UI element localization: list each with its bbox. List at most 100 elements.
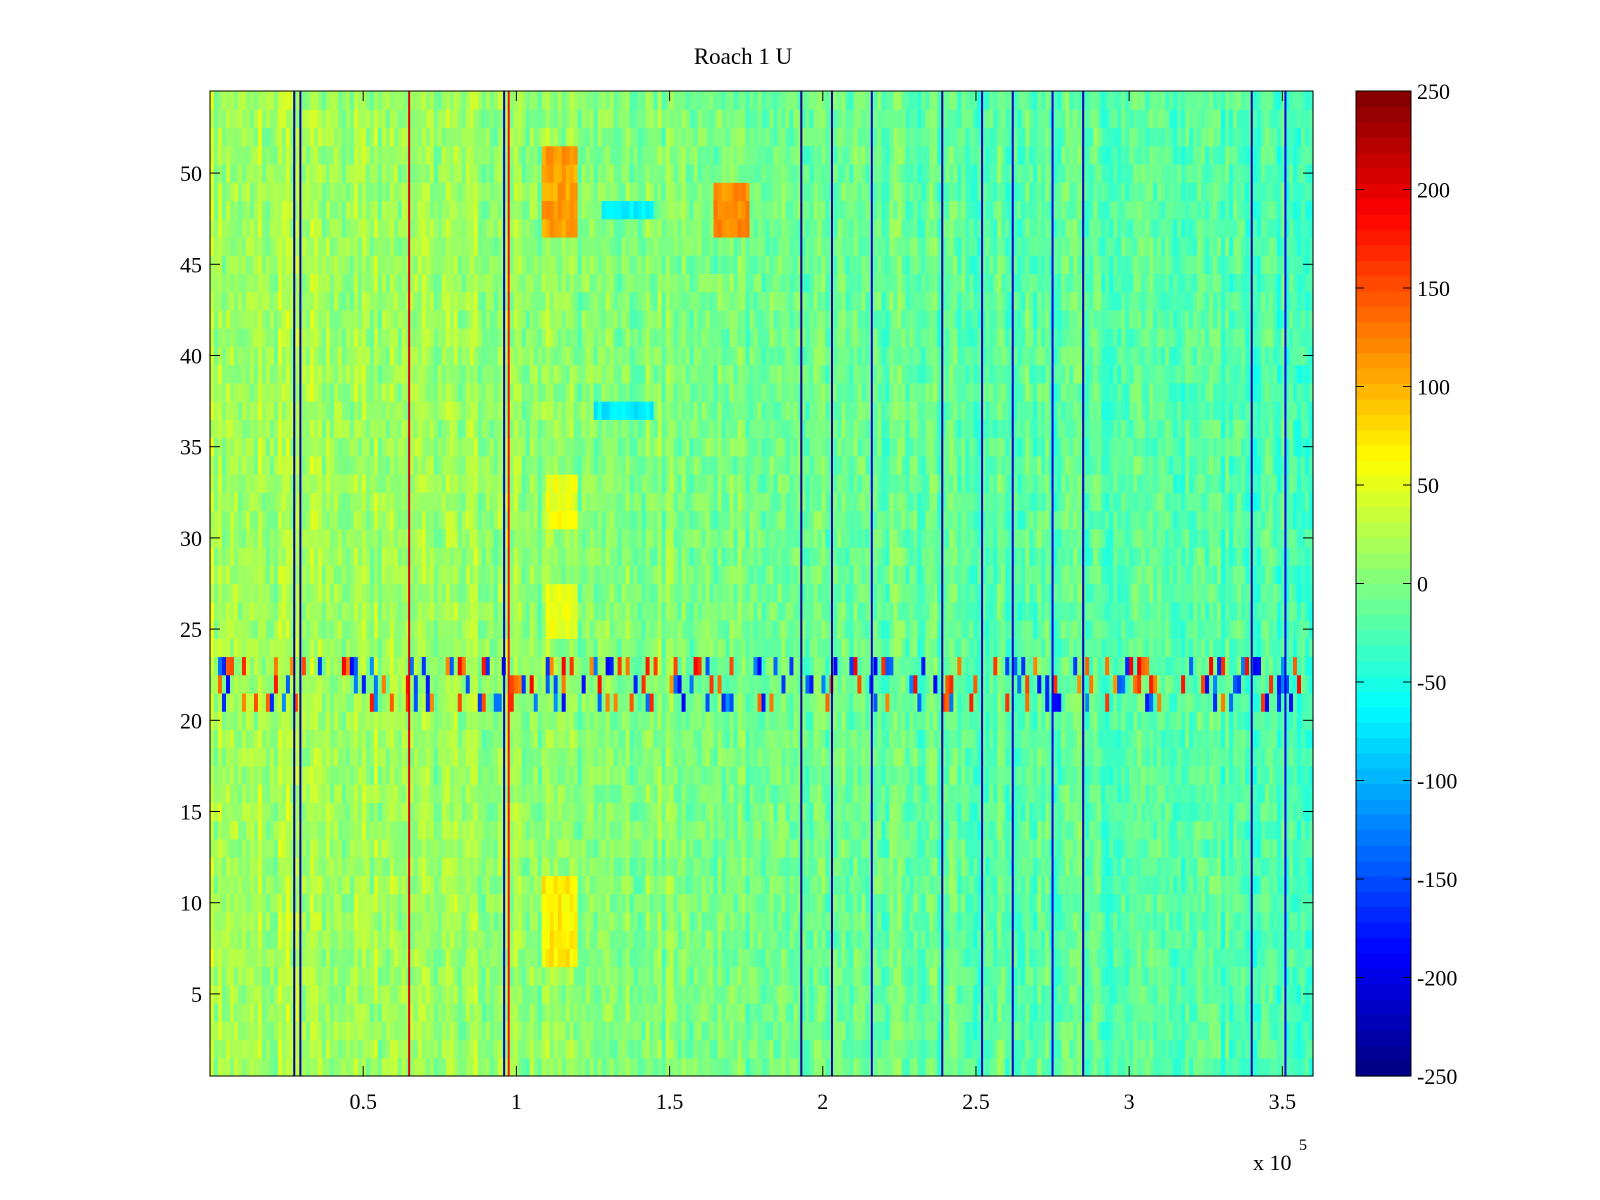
heatmap-cell bbox=[409, 273, 415, 293]
heatmap-cell bbox=[429, 875, 435, 895]
heatmap-cell bbox=[285, 747, 291, 767]
heatmap-cell bbox=[473, 1039, 479, 1059]
heatmap-cell bbox=[565, 565, 571, 585]
heatmap-cell bbox=[449, 492, 455, 512]
heatmap-cell bbox=[325, 91, 331, 110]
heatmap-cell bbox=[537, 474, 543, 493]
heatmap-cell bbox=[473, 273, 479, 293]
heatmap-cell bbox=[369, 747, 375, 767]
heatmap-cell bbox=[441, 528, 447, 548]
heatmap-cell bbox=[517, 1057, 523, 1077]
heatmap-cell bbox=[509, 1021, 515, 1041]
heatmap-cell bbox=[529, 127, 535, 147]
heatmap-cell bbox=[361, 145, 367, 165]
heatmap-cell bbox=[469, 820, 475, 840]
heatmap-cell bbox=[214, 583, 219, 603]
heatmap-cell bbox=[317, 1003, 323, 1022]
heatmap-cell bbox=[565, 492, 571, 512]
heatmap-cell bbox=[449, 255, 455, 275]
heatmap-cell bbox=[485, 401, 491, 420]
heatmap-cell bbox=[577, 656, 583, 676]
heatmap-cell bbox=[241, 656, 247, 676]
heatmap-cell bbox=[325, 601, 331, 621]
heatmap-cell bbox=[473, 91, 479, 110]
heatmap-cell bbox=[277, 528, 283, 548]
heatmap-cell bbox=[309, 1039, 315, 1059]
heatmap-cell bbox=[497, 674, 503, 694]
heatmap-cell bbox=[377, 747, 383, 767]
heatmap-cell bbox=[481, 711, 487, 731]
heatmap-cell bbox=[313, 1003, 319, 1022]
heatmap-cell bbox=[537, 200, 543, 220]
heatmap-cell bbox=[421, 91, 427, 110]
heatmap-cell bbox=[461, 729, 467, 749]
heatmap-cell bbox=[537, 729, 543, 749]
heatmap-cell bbox=[429, 492, 435, 512]
heatmap-cell bbox=[445, 218, 451, 238]
heatmap-cell bbox=[281, 163, 287, 183]
heatmap-cell bbox=[389, 419, 395, 439]
heatmap-cell bbox=[301, 547, 307, 566]
heatmap-cell bbox=[561, 619, 567, 639]
heatmap-cell bbox=[453, 1057, 459, 1077]
heatmap-cell bbox=[221, 218, 227, 238]
heatmap-cell bbox=[293, 656, 299, 676]
heatmap-cell bbox=[273, 528, 279, 548]
heatmap-cell bbox=[325, 346, 331, 366]
heatmap-cell bbox=[537, 291, 543, 311]
heatmap-cell bbox=[469, 784, 475, 803]
heatmap-cell bbox=[277, 127, 283, 147]
heatmap-cell bbox=[473, 747, 479, 767]
heatmap-cell bbox=[509, 619, 515, 639]
heatmap-cell bbox=[369, 291, 375, 311]
heatmap-cell bbox=[533, 1003, 539, 1022]
heatmap-cell bbox=[381, 619, 387, 639]
heatmap-cell bbox=[549, 328, 555, 347]
heatmap-cell bbox=[549, 218, 555, 238]
heatmap-cell bbox=[449, 127, 455, 147]
heatmap-cell bbox=[429, 182, 435, 202]
heatmap-cell bbox=[333, 528, 339, 548]
heatmap-cell bbox=[573, 1039, 579, 1059]
heatmap-cell bbox=[293, 601, 299, 621]
heatmap-cell bbox=[541, 747, 547, 767]
heatmap-cell bbox=[369, 492, 375, 512]
heatmap-cell bbox=[257, 547, 263, 566]
heatmap-cell bbox=[405, 838, 411, 858]
heatmap-cell bbox=[401, 492, 407, 512]
heatmap-cell bbox=[321, 437, 327, 457]
heatmap-cell bbox=[285, 127, 291, 147]
heatmap-cell bbox=[337, 711, 343, 731]
heatmap-cell bbox=[561, 382, 567, 402]
heatmap-cell bbox=[561, 437, 567, 457]
heatmap-cell bbox=[569, 565, 575, 585]
heatmap-cell bbox=[509, 1003, 515, 1022]
heatmap-cell bbox=[313, 419, 319, 439]
heatmap-cell bbox=[253, 875, 259, 895]
heatmap-cell bbox=[277, 455, 283, 475]
heatmap-cell bbox=[553, 364, 559, 384]
heatmap-cell bbox=[453, 692, 459, 712]
heatmap-cell bbox=[257, 930, 263, 949]
heatmap-cell bbox=[521, 1003, 527, 1022]
heatmap-cell bbox=[445, 109, 451, 129]
heatmap-cell bbox=[237, 382, 243, 402]
heatmap-cell bbox=[553, 893, 559, 913]
heatmap-cell bbox=[421, 163, 427, 183]
heatmap-cell bbox=[469, 674, 475, 694]
heatmap-cell bbox=[389, 1003, 395, 1022]
heatmap-cell bbox=[373, 291, 379, 311]
heatmap-cell bbox=[321, 492, 327, 512]
heatmap-cell bbox=[353, 510, 359, 530]
heatmap-cell bbox=[353, 565, 359, 585]
heatmap-cell bbox=[301, 346, 307, 366]
heatmap-cell bbox=[557, 163, 563, 183]
heatmap-cell bbox=[445, 273, 451, 293]
heatmap-cell bbox=[457, 765, 463, 785]
heatmap-cell bbox=[525, 127, 531, 147]
heatmap-cell bbox=[337, 91, 343, 110]
heatmap-cell bbox=[513, 1021, 519, 1041]
heatmap-cell bbox=[214, 492, 219, 512]
heatmap-cell bbox=[421, 1003, 427, 1022]
heatmap-cell bbox=[473, 346, 479, 366]
